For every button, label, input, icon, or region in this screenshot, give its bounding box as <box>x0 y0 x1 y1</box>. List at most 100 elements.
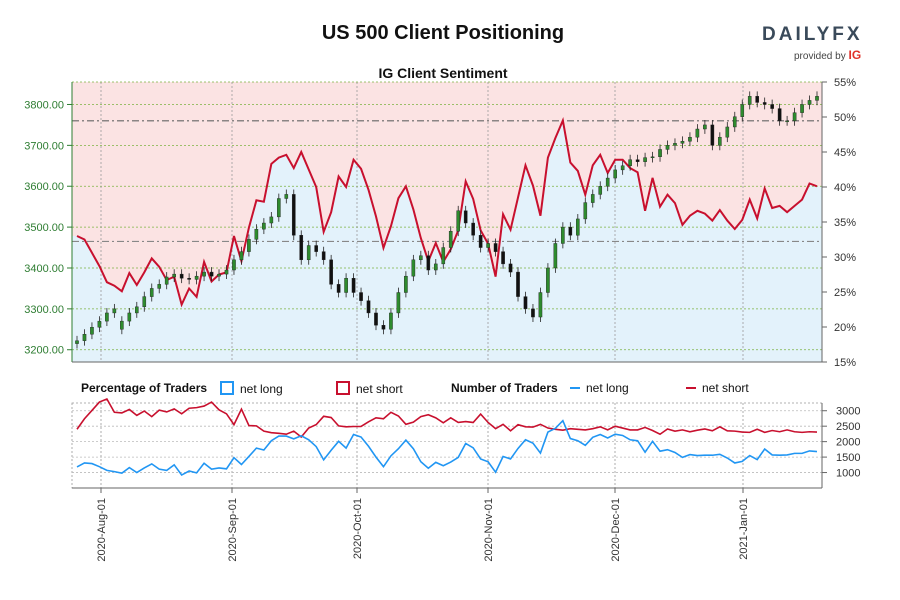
candle-36 <box>344 273 348 298</box>
candle-body-27 <box>277 198 281 218</box>
price-sentiment-panel: 3200.00 3300.00 3400.00 3500.00 3600.00 3700.… <box>24 77 856 369</box>
legend-pct-long-label: net long <box>240 382 283 396</box>
price-tick-label-0: 3200.00 <box>24 345 64 357</box>
candle-body-39 <box>366 300 371 314</box>
candle-94 <box>777 103 782 126</box>
candle-18 <box>209 267 214 282</box>
candle-88 <box>732 111 737 132</box>
candle-body-89 <box>740 104 745 117</box>
candle-20 <box>224 265 229 280</box>
candle-body-24 <box>254 228 259 240</box>
candle-75 <box>635 154 640 167</box>
candle-body-13 <box>172 273 176 278</box>
candle-body-15 <box>187 278 191 280</box>
candle-body-91 <box>755 96 760 103</box>
candle-76 <box>643 152 647 167</box>
net-short-line-icon <box>686 387 696 389</box>
candle-body-31 <box>306 245 311 261</box>
count-net-long-line <box>76 419 818 477</box>
candle-body-74 <box>628 159 632 166</box>
candle-body-49 <box>441 247 446 265</box>
candle-72 <box>613 164 617 183</box>
date-tick-label-4: 2020-Dec-01 <box>610 498 622 562</box>
legend-pct-short-label: net short <box>356 382 403 396</box>
candle-37 <box>351 273 356 298</box>
candle-body-7 <box>127 312 132 322</box>
candle-body-90 <box>747 96 752 105</box>
candle-body-41 <box>381 325 386 330</box>
candle-30 <box>299 230 304 265</box>
count-panel-border <box>71 402 823 489</box>
candle-0 <box>75 335 79 349</box>
candle-body-65 <box>561 226 565 244</box>
candle-body-8 <box>134 306 139 314</box>
candle-83 <box>695 124 700 143</box>
candle-55 <box>486 238 490 253</box>
candle-93 <box>770 99 774 114</box>
candle-body-87 <box>725 126 730 138</box>
candle-body-50 <box>448 230 453 248</box>
net-long-area <box>72 120 822 362</box>
candle-body-67 <box>576 218 580 236</box>
candle-98 <box>807 95 812 110</box>
candle-body-82 <box>688 136 692 142</box>
candle-84 <box>703 120 707 134</box>
candle-78 <box>658 144 662 162</box>
candle-body-22 <box>239 251 244 261</box>
candle-body-85 <box>710 124 715 146</box>
candle-2 <box>90 322 94 340</box>
candle-63 <box>546 263 550 298</box>
candle-body-11 <box>157 284 162 289</box>
price-tick-label-2: 3400.00 <box>24 263 64 275</box>
candle-59 <box>516 267 520 302</box>
legend-num-short-label: net short <box>702 381 749 395</box>
candle-50 <box>448 226 453 253</box>
legend-num-title: Number of Traders <box>451 381 558 395</box>
candle-body-37 <box>351 278 356 293</box>
candle-47 <box>426 250 431 275</box>
candle-body-28 <box>284 194 289 199</box>
count-tick-label-4: 3000 <box>836 406 860 418</box>
candle-45 <box>411 254 416 282</box>
candle-body-44 <box>404 275 408 293</box>
logo-provided-by-text: provided by <box>794 51 846 62</box>
candle-14 <box>179 269 184 284</box>
trader-count-panel: 1000 1500 2000 2500 3000 <box>71 397 860 489</box>
candle-body-32 <box>314 245 318 252</box>
date-tick-label-0: 2020-Aug-01 <box>96 498 108 562</box>
candle-body-54 <box>478 235 483 248</box>
candle-body-71 <box>605 177 610 187</box>
candle-body-72 <box>613 169 617 179</box>
candle-body-38 <box>359 292 363 301</box>
candle-25 <box>262 218 266 235</box>
candle-body-25 <box>262 222 266 230</box>
pct-tick-label-6: 45% <box>834 147 856 159</box>
candle-95 <box>785 115 789 126</box>
candle-body-36 <box>344 278 348 293</box>
candle-body-79 <box>665 145 670 150</box>
candle-body-48 <box>433 263 438 271</box>
price-tick-label-3: 3500.00 <box>24 222 64 234</box>
candle-82 <box>688 132 692 147</box>
candle-16 <box>194 271 199 285</box>
candle-body-40 <box>374 312 378 326</box>
candle-body-34 <box>329 259 333 285</box>
candle-15 <box>187 273 191 285</box>
candle-body-0 <box>75 340 79 344</box>
candle-body-5 <box>112 308 117 314</box>
candle-61 <box>531 303 535 322</box>
candle-body-62 <box>538 292 543 318</box>
candle-32 <box>314 240 318 257</box>
legend-num-short: net short <box>686 381 749 395</box>
candle-body-96 <box>792 112 797 122</box>
candle-body-18 <box>209 271 214 277</box>
candle-body-35 <box>336 284 341 293</box>
candle-body-83 <box>695 128 700 138</box>
candle-body-97 <box>800 104 804 113</box>
candle-body-23 <box>247 239 251 252</box>
candle-body-52 <box>463 210 468 224</box>
logo-wordmark: DAILYFX <box>762 24 863 45</box>
candle-body-57 <box>501 251 505 265</box>
candle-31 <box>306 240 311 265</box>
